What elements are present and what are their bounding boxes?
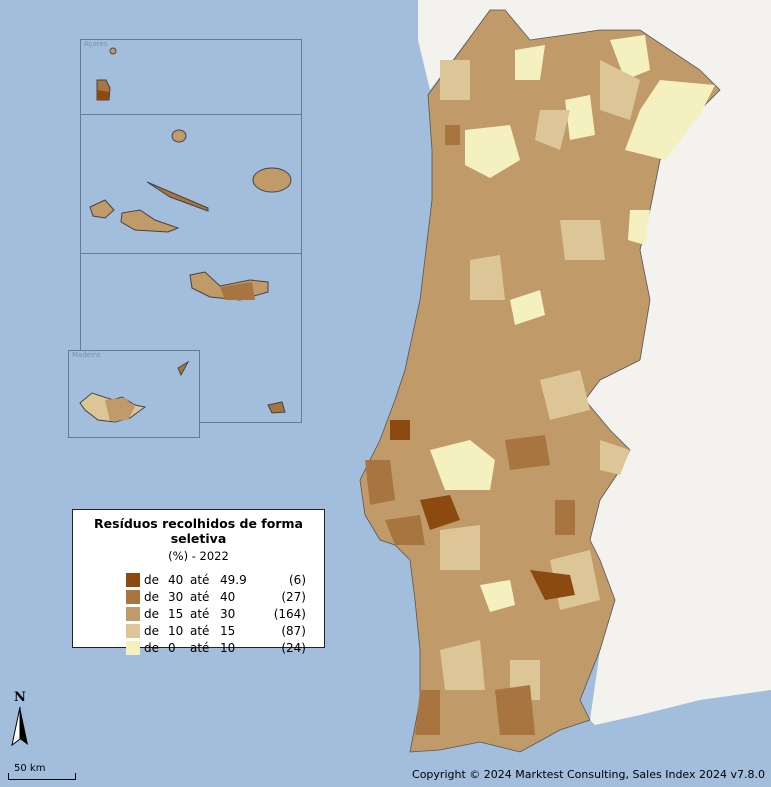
north-arrow: N (10, 690, 30, 751)
legend-rows: de 40 até 49.9 (6) de 30 até 40 (27) de 15 até 30 (164… (126, 571, 324, 656)
legend-count: (6) (289, 572, 306, 587)
legend-to-word: até (190, 589, 210, 604)
legend-count: (27) (281, 589, 306, 604)
legend-swatch (126, 589, 140, 604)
north-label: N (14, 690, 26, 705)
legend-item: de 15 até 30 (164) (126, 605, 324, 622)
legend-swatch (126, 606, 140, 621)
madeira-label: Madeira (72, 351, 101, 359)
legend-item: de 0 até 10 (24) (126, 639, 324, 656)
scale-bar-line (8, 773, 76, 780)
legend-item: de 10 até 15 (87) (126, 622, 324, 639)
legend-count: (24) (281, 640, 306, 655)
copyright-text: Copyright © 2024 Marktest Consulting, Sa… (412, 768, 765, 781)
municipality-regions (365, 35, 715, 735)
spain-land (418, 0, 771, 725)
legend-from: 0 (168, 640, 176, 655)
legend-from-word: de (144, 623, 159, 638)
legend-from: 30 (168, 589, 184, 604)
legend-from: 40 (168, 572, 184, 587)
legend-count: (87) (281, 623, 306, 638)
azores-islands (89, 47, 292, 414)
legend-from: 15 (168, 606, 184, 621)
legend-item: de 40 até 49.9 (6) (126, 571, 324, 588)
legend-swatch (126, 572, 140, 587)
legend-item: de 30 até 40 (27) (126, 588, 324, 605)
azores-label: Açores (84, 40, 108, 48)
madeira-inset (68, 350, 200, 438)
scale-label: 50 km (14, 763, 46, 774)
legend-to-word: até (190, 572, 210, 587)
legend-count: (164) (273, 606, 306, 621)
legend-to: 30 (220, 606, 236, 621)
legend-from-word: de (144, 572, 159, 587)
legend-to: 10 (220, 640, 236, 655)
legend-from-word: de (144, 589, 159, 604)
legend-subtitle: (%) - 2022 (168, 549, 229, 563)
map-legend: Resíduos recolhidos de forma seletiva (%… (72, 509, 325, 655)
scale-bar: 50 km (8, 763, 76, 780)
legend-swatch (126, 623, 140, 638)
legend-from-word: de (144, 606, 159, 621)
legend-title: Resíduos recolhidos de forma seletiva (94, 516, 303, 546)
north-arrow-icon (11, 706, 28, 747)
legend-to: 49.9 (220, 572, 247, 587)
legend-swatch (126, 640, 140, 655)
legend-to-word: até (190, 606, 210, 621)
legend-to-word: até (190, 623, 210, 638)
legend-from: 10 (168, 623, 184, 638)
legend-to: 40 (220, 589, 236, 604)
legend-to: 15 (220, 623, 236, 638)
legend-from-word: de (144, 640, 159, 655)
legend-to-word: até (190, 640, 210, 655)
